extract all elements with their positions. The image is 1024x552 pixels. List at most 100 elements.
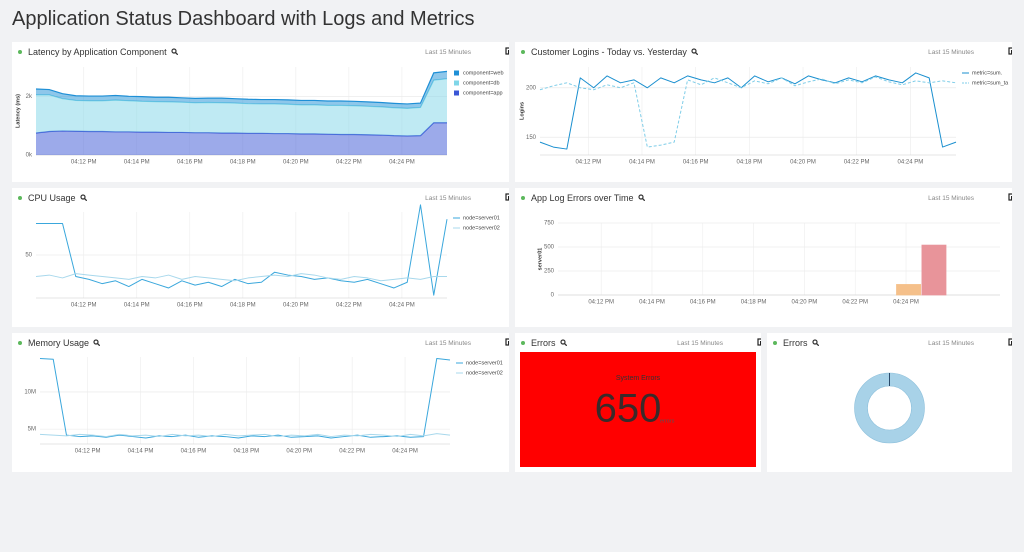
- panel-title: Customer Logins - Today vs. Yesterday: [531, 47, 687, 57]
- legend-label[interactable]: node=server02: [463, 225, 500, 231]
- icon-group[interactable]: [1008, 338, 1012, 346]
- y-axis-label: Logins: [519, 102, 525, 120]
- panel: 150 200 04:12 PM 04:14 PM 04:16 PM 04:18 PM 04…: [515, 42, 1012, 182]
- legend-label[interactable]: node=server02: [466, 370, 503, 376]
- value-unit: errors: [660, 418, 675, 424]
- icon-group[interactable]: [505, 47, 509, 55]
- y-tick-label: 200: [526, 85, 537, 91]
- x-tick-label: 04:20 PM: [790, 160, 816, 166]
- legend-label[interactable]: component=web: [463, 70, 504, 76]
- x-tick-label: 04:18 PM: [230, 160, 256, 166]
- y-axis-label: Latency (ms): [15, 94, 21, 128]
- zoom-glyph[interactable]: [691, 48, 698, 55]
- bar[interactable]: [921, 244, 947, 296]
- x-tick-label: 04:18 PM: [230, 303, 256, 309]
- legend-label[interactable]: component=app: [463, 90, 503, 96]
- zoom-glyph[interactable]: [80, 194, 87, 201]
- panel: 5M 10M 04:12 PM 04:14 PM 04:16 PM 04:18 PM 04:…: [12, 333, 509, 472]
- x-tick-label: 04:16 PM: [181, 449, 207, 455]
- x-tick-label: 04:24 PM: [898, 160, 924, 166]
- time-range: Last 15 Minutes: [928, 195, 974, 202]
- icon-group[interactable]: [757, 338, 761, 346]
- panel: Errors Last 15 Minutes: [767, 333, 1012, 472]
- line: [539, 72, 957, 150]
- legend-label[interactable]: node=server01: [466, 360, 503, 366]
- panel-title: Errors: [531, 338, 556, 348]
- x-tick-label: 04:22 PM: [336, 303, 362, 309]
- panel-chart: 0k 2k 04:12 PM 04:14 PM 04:16 PM 04:18 PM 04:2…: [15, 67, 504, 166]
- single-value: 650: [595, 387, 662, 431]
- status-dot: [521, 341, 525, 345]
- x-tick-label: 04:14 PM: [639, 300, 665, 306]
- y-tick-label: 150: [526, 135, 537, 141]
- zoom-glyph[interactable]: [171, 48, 178, 55]
- legend-swatch: [454, 90, 459, 96]
- bar[interactable]: [896, 284, 922, 296]
- icon-group[interactable]: [1008, 47, 1012, 55]
- panel-title: Errors: [783, 338, 808, 348]
- status-dot: [18, 196, 22, 200]
- x-tick-label: 04:12 PM: [575, 160, 601, 166]
- panel-title: CPU Usage: [28, 193, 76, 203]
- dashboard-title: Application Status Dashboard with Logs a…: [12, 8, 475, 30]
- x-tick-label: 04:12 PM: [71, 303, 97, 309]
- y-tick-label: 750: [544, 221, 555, 227]
- x-tick-label: 04:22 PM: [336, 160, 362, 166]
- time-range: Last 15 Minutes: [928, 49, 974, 56]
- y-tick-label: 0: [551, 293, 555, 299]
- x-tick-label: 04:24 PM: [389, 160, 415, 166]
- zoom-glyph[interactable]: [638, 194, 645, 201]
- x-tick-label: 04:16 PM: [177, 303, 203, 309]
- status-dot: [18, 341, 22, 345]
- x-tick-label: 04:22 PM: [339, 449, 365, 455]
- x-tick-label: 04:20 PM: [286, 449, 312, 455]
- x-tick-label: 04:22 PM: [844, 160, 870, 166]
- panel: 50 04:12 PM 04:14 PM 04:16 PM 04:18 PM 04:20 …: [12, 188, 509, 327]
- line: [36, 204, 448, 296]
- legend-label[interactable]: metric=sum_ta: [972, 80, 1009, 86]
- panel: System Errors 650 errors Errors Last 15 Minu…: [515, 333, 761, 472]
- area: [36, 71, 447, 109]
- x-tick-label: 04:12 PM: [75, 449, 101, 455]
- panel-chart: [854, 372, 925, 444]
- value-background: [520, 352, 756, 467]
- panel-chart: 0 250 500 750 04:12 PM 04:14 PM 04:16 PM 04:18 …: [537, 221, 1000, 306]
- x-tick-label: 04:12 PM: [71, 160, 97, 166]
- y-tick-label: 10M: [24, 390, 36, 396]
- line: [39, 357, 451, 439]
- time-range: Last 15 Minutes: [425, 340, 471, 347]
- slice-edge: [867, 385, 912, 431]
- status-dot: [18, 50, 22, 54]
- x-tick-label: 04:14 PM: [124, 303, 150, 309]
- y-tick-label: 500: [544, 245, 555, 251]
- x-tick-label: 04:24 PM: [392, 449, 418, 455]
- zoom-glyph[interactable]: [812, 339, 819, 346]
- icon-group[interactable]: [505, 193, 509, 201]
- legend-label[interactable]: metric=sum.: [972, 70, 1003, 76]
- line: [35, 273, 447, 282]
- legend-label[interactable]: node=server01: [463, 215, 500, 221]
- status-dot: [521, 196, 525, 200]
- line: [539, 76, 957, 148]
- y-tick-label: 2k: [26, 94, 33, 100]
- area: [36, 122, 447, 155]
- line: [39, 433, 451, 438]
- zoom-glyph[interactable]: [560, 339, 567, 346]
- y-tick-label: 250: [544, 269, 555, 275]
- x-tick-label: 04:24 PM: [893, 300, 919, 306]
- x-tick-label: 04:18 PM: [233, 449, 259, 455]
- x-tick-label: 04:16 PM: [683, 160, 709, 166]
- y-axis-label: server01: [537, 248, 543, 271]
- panel-chart: 5M 10M 04:12 PM 04:14 PM 04:16 PM 04:18 PM 04:…: [24, 357, 503, 455]
- x-tick-label: 04:18 PM: [736, 160, 762, 166]
- icon-group[interactable]: [1008, 193, 1012, 201]
- legend-label[interactable]: component=db: [463, 80, 500, 86]
- time-range: Last 15 Minutes: [677, 340, 723, 347]
- x-tick-label: 04:14 PM: [128, 449, 154, 455]
- x-tick-label: 04:16 PM: [690, 300, 716, 306]
- x-tick-label: 04:16 PM: [177, 160, 203, 166]
- pie-slice[interactable]: [854, 373, 925, 443]
- zoom-glyph[interactable]: [93, 339, 100, 346]
- icon-group[interactable]: [505, 338, 509, 346]
